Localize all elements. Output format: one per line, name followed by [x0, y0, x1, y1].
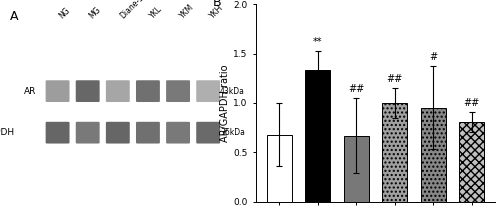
Y-axis label: AR/GAPDH ratio: AR/GAPDH ratio [220, 64, 230, 142]
FancyBboxPatch shape [196, 122, 220, 144]
Bar [306, 70, 330, 202]
FancyBboxPatch shape [46, 80, 70, 102]
FancyBboxPatch shape [136, 80, 160, 102]
Text: ##: ## [464, 98, 480, 108]
Text: YKM: YKM [178, 2, 196, 20]
Text: ##: ## [386, 74, 403, 84]
Text: 43kDa: 43kDa [220, 87, 245, 96]
FancyBboxPatch shape [136, 122, 160, 144]
Text: A: A [10, 10, 18, 23]
Text: AR: AR [24, 87, 36, 96]
Text: B: B [213, 0, 222, 9]
Text: #: # [429, 53, 437, 62]
Bar [459, 122, 484, 202]
FancyBboxPatch shape [106, 122, 130, 144]
Text: ##: ## [348, 84, 364, 94]
Bar [344, 136, 369, 202]
Text: NG: NG [58, 5, 72, 20]
Bar [382, 103, 407, 202]
FancyBboxPatch shape [76, 122, 100, 144]
FancyBboxPatch shape [46, 122, 70, 144]
Text: **: ** [313, 37, 322, 47]
Text: YKH: YKH [208, 3, 226, 20]
FancyBboxPatch shape [166, 80, 190, 102]
Text: GAPDH: GAPDH [0, 128, 14, 137]
Text: 36kDa: 36kDa [220, 128, 245, 137]
FancyBboxPatch shape [196, 80, 220, 102]
Bar [267, 135, 292, 202]
Bar [420, 108, 446, 202]
FancyBboxPatch shape [76, 80, 100, 102]
FancyBboxPatch shape [106, 80, 130, 102]
Text: YKL: YKL [148, 4, 164, 20]
Text: MG: MG [88, 5, 103, 20]
Text: Diane-35: Diane-35 [118, 0, 149, 20]
FancyBboxPatch shape [166, 122, 190, 144]
